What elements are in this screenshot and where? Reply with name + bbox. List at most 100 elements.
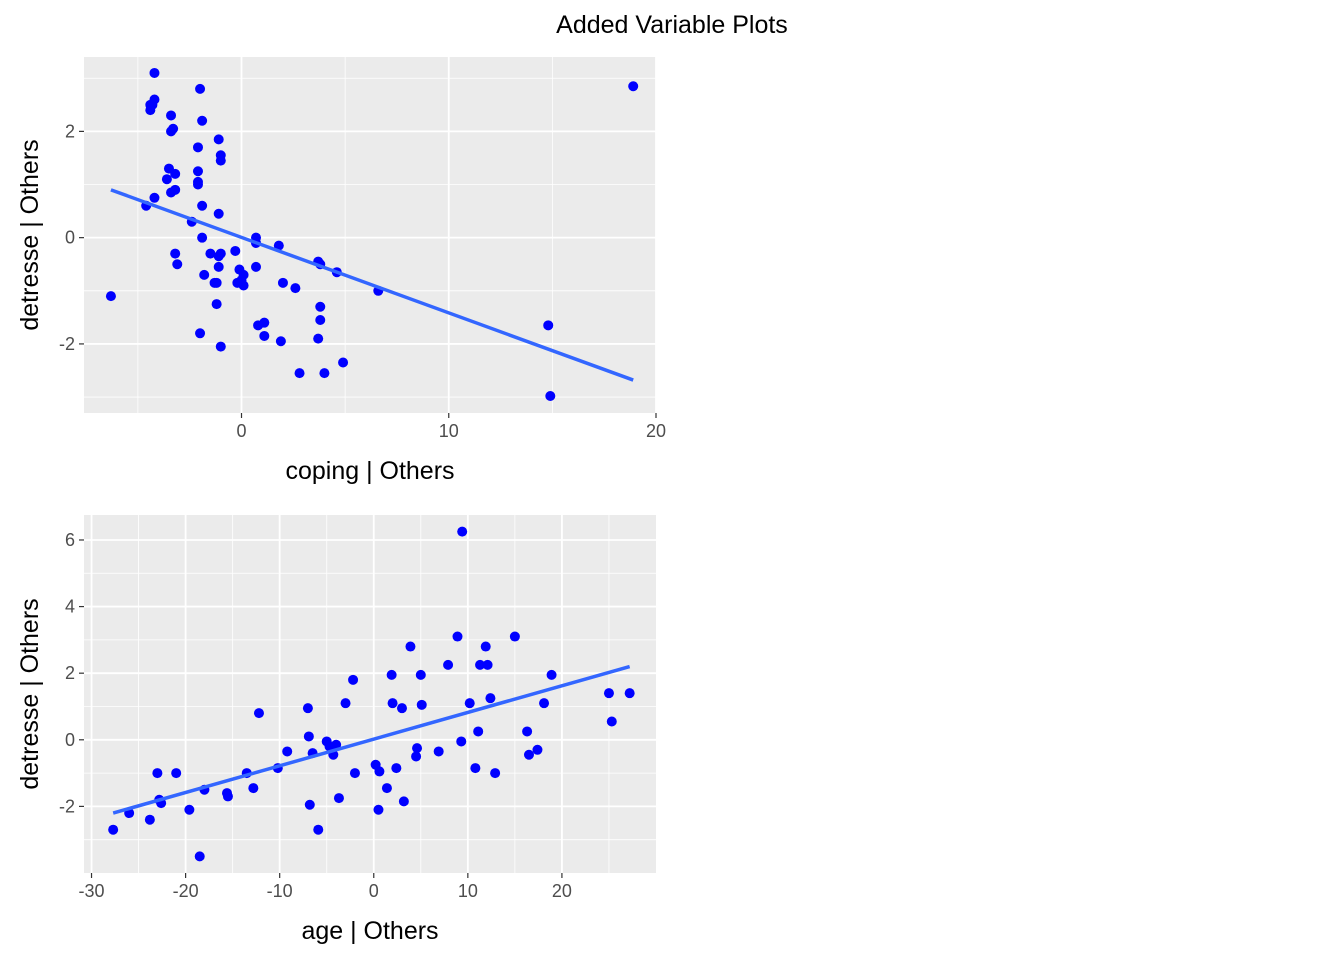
- data-point: [275, 336, 286, 347]
- data-point: [333, 793, 344, 804]
- data-point: [386, 669, 397, 680]
- data-point: [170, 184, 181, 195]
- x-tick-label: 10: [439, 421, 459, 441]
- data-point: [149, 67, 160, 78]
- data-point: [222, 791, 233, 802]
- data-point: [277, 277, 288, 288]
- x-tick-label: -10: [267, 881, 293, 901]
- data-point: [251, 261, 262, 272]
- x-tick-label: 20: [646, 421, 666, 441]
- data-point: [149, 192, 160, 203]
- data-point: [294, 368, 305, 379]
- data-point: [387, 698, 398, 709]
- y-tick-label: 0: [65, 730, 75, 750]
- data-point: [485, 693, 496, 704]
- data-point: [195, 83, 206, 94]
- data-point: [340, 698, 351, 709]
- data-point: [539, 698, 550, 709]
- data-point: [105, 291, 116, 302]
- y-tick-label: 6: [65, 530, 75, 550]
- data-point: [443, 659, 454, 670]
- data-point: [290, 283, 301, 294]
- data-point: [282, 746, 293, 757]
- data-point: [302, 703, 313, 714]
- data-point: [303, 731, 314, 742]
- data-point: [161, 174, 172, 185]
- data-point: [457, 526, 468, 537]
- data-point: [195, 328, 206, 339]
- data-point: [532, 744, 543, 755]
- data-point: [396, 703, 407, 714]
- y-tick-label: -2: [59, 334, 75, 354]
- data-point: [416, 699, 427, 710]
- x-tick-label: -30: [79, 881, 105, 901]
- data-point: [145, 99, 156, 110]
- data-point: [199, 269, 210, 280]
- data-point: [259, 330, 270, 341]
- data-point: [172, 259, 183, 270]
- y-axis-title: detresse | Others: [16, 598, 44, 789]
- x-axis-title: coping | Others: [285, 457, 454, 485]
- data-point: [197, 200, 208, 211]
- data-point: [192, 179, 203, 190]
- data-point: [606, 716, 617, 727]
- data-point: [405, 641, 416, 652]
- data-point: [319, 368, 330, 379]
- x-tick-label: 0: [236, 421, 246, 441]
- data-point: [482, 659, 493, 670]
- data-point: [411, 751, 422, 762]
- data-point: [213, 134, 224, 145]
- x-tick-label: 20: [552, 881, 572, 901]
- data-point: [211, 277, 222, 288]
- data-point: [304, 799, 315, 810]
- panel-background: [84, 515, 656, 873]
- data-point: [197, 232, 208, 243]
- y-axis-title: detresse | Others: [16, 139, 44, 330]
- data-point: [192, 166, 203, 177]
- data-point: [152, 768, 163, 779]
- data-point: [398, 796, 409, 807]
- y-tick-label: 2: [65, 663, 75, 683]
- data-point: [473, 726, 484, 737]
- data-point: [624, 688, 635, 699]
- data-point: [543, 320, 554, 331]
- figure-title: Added Variable Plots: [556, 11, 788, 39]
- data-point: [205, 248, 216, 259]
- data-point: [170, 168, 181, 179]
- data-point: [374, 766, 385, 777]
- data-point: [315, 301, 326, 312]
- data-point: [232, 277, 243, 288]
- data-point: [470, 763, 481, 774]
- data-point: [168, 123, 179, 134]
- data-point: [313, 824, 324, 835]
- data-point: [238, 269, 249, 280]
- regression-fit-line: [112, 664, 631, 815]
- data-point: [523, 749, 534, 760]
- data-point: [144, 814, 155, 825]
- x-tick-label: 0: [369, 881, 379, 901]
- data-point: [230, 245, 241, 256]
- data-point: [253, 320, 264, 331]
- data-point: [522, 726, 533, 737]
- data-point: [456, 736, 467, 747]
- data-point: [184, 804, 195, 815]
- data-point: [253, 708, 264, 719]
- data-point: [213, 251, 224, 262]
- y-tick-label: 2: [65, 121, 75, 141]
- data-point: [480, 641, 491, 652]
- data-point: [381, 783, 392, 794]
- data-point: [412, 743, 423, 754]
- data-point: [509, 631, 520, 642]
- y-tick-label: -2: [59, 796, 75, 816]
- data-point: [192, 142, 203, 153]
- data-point: [545, 390, 556, 401]
- data-point: [338, 357, 349, 368]
- data-point: [197, 115, 208, 126]
- data-point: [166, 110, 177, 121]
- data-point: [108, 824, 119, 835]
- data-point: [415, 669, 426, 680]
- data-point: [348, 674, 359, 685]
- data-point: [211, 299, 222, 310]
